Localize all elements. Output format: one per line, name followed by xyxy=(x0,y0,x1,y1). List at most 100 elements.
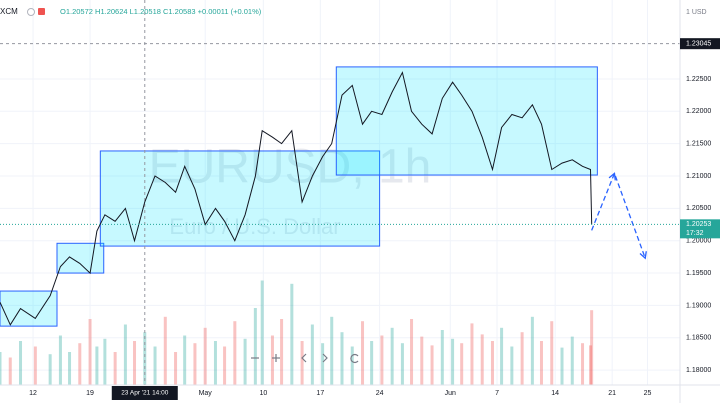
currency: 1 USD xyxy=(686,9,707,16)
volume-bar xyxy=(460,343,464,385)
range-box xyxy=(56,242,105,274)
x-tick-label: 7 xyxy=(495,390,499,397)
volume-bar xyxy=(243,338,247,385)
range-box xyxy=(0,290,58,327)
x-tick-label: 24 xyxy=(376,390,384,397)
volume-bar xyxy=(143,332,147,385)
status-icon xyxy=(38,8,45,15)
watermark-title: EURUSD, 1h xyxy=(149,141,432,194)
volume-bar xyxy=(420,336,424,385)
grid xyxy=(0,0,680,385)
volume-bar xyxy=(300,341,304,385)
volume-bar xyxy=(174,352,178,385)
volume-bar xyxy=(260,280,264,385)
volume-bar xyxy=(490,341,494,385)
volume-bar xyxy=(590,310,594,385)
volume-bar xyxy=(153,346,157,385)
volume-bar xyxy=(163,316,167,385)
scroll-left[interactable] xyxy=(301,353,307,363)
volume-bar xyxy=(550,321,554,385)
volume-bar xyxy=(361,321,365,385)
forecast-arrow xyxy=(591,171,646,259)
volume-bar xyxy=(103,338,107,385)
symbol: XCM xyxy=(0,7,18,16)
x-tick-label: 17 xyxy=(316,390,324,397)
volume-bar xyxy=(223,346,227,385)
ohlc: O1.20572 H1.20624 L1.20518 C1.20583 +0.0… xyxy=(60,7,262,16)
volume-bar xyxy=(310,324,314,385)
x-tick-label: 19 xyxy=(86,390,94,397)
volume-bar xyxy=(19,341,23,385)
x-tick-label: 25 xyxy=(644,390,652,397)
plot xyxy=(0,0,680,385)
volume-bar xyxy=(8,357,12,385)
y-tick-label: 1.20000 xyxy=(686,238,711,245)
volume-bar xyxy=(560,347,564,385)
volume-bar xyxy=(233,321,237,385)
toolbar[interactable] xyxy=(251,353,359,364)
x-tick-label: Jun xyxy=(445,390,456,397)
volume-bar xyxy=(410,319,414,385)
volume-bar xyxy=(88,319,92,385)
y-tick-label: 1.21500 xyxy=(686,140,711,147)
volume-bar xyxy=(589,345,593,385)
x-tick-label: 12 xyxy=(29,390,37,397)
volume-bar xyxy=(123,324,127,385)
reference-label: 1.23045 xyxy=(686,41,711,48)
volume-bar xyxy=(530,316,534,385)
range-box xyxy=(99,150,381,247)
volume-bar xyxy=(470,323,474,385)
volume-bar xyxy=(380,335,384,385)
reset[interactable] xyxy=(350,353,359,364)
axes: 1.18000 1.18500 1.19000 1.19500 1.20000 1.205… xyxy=(29,38,720,400)
arrow-head xyxy=(608,172,616,181)
arrow-head xyxy=(639,251,647,260)
x-tick-label: May xyxy=(199,390,213,397)
volume-bar xyxy=(510,346,514,385)
watermark-subtitle: Euro / U.S. Dollar xyxy=(169,214,340,239)
x-tick-label: 10 xyxy=(259,390,267,397)
crosshair-label: 23 Apr '21 14:00 xyxy=(121,390,169,397)
last-price-badge xyxy=(680,219,720,239)
countdown: 17:32 xyxy=(686,230,704,237)
y-tick-label: 1.18500 xyxy=(686,335,711,342)
y-tick-label: 1.22000 xyxy=(686,108,711,115)
y-tick-label: 1.21000 xyxy=(686,173,711,180)
y-tick-label: 1.22500 xyxy=(686,76,711,83)
y-tick-label: 1.18000 xyxy=(686,367,711,374)
volume-bar xyxy=(33,346,37,385)
last-price-label: 1.20253 xyxy=(686,221,711,228)
y-tick-label: 1.19500 xyxy=(686,270,711,277)
scroll-right[interactable] xyxy=(322,353,328,363)
x-tick-label: 21 xyxy=(608,390,616,397)
price-line xyxy=(0,71,593,326)
volume-bar xyxy=(581,343,585,385)
volume-bar xyxy=(330,316,334,385)
volume-bar xyxy=(500,327,504,385)
volume-bar xyxy=(280,319,284,385)
range-box xyxy=(335,66,598,176)
volume-bar xyxy=(0,352,2,385)
volume-bar xyxy=(113,352,117,385)
volume-bar xyxy=(58,335,62,385)
x-tick-label: 14 xyxy=(551,390,559,397)
crosshair-badge xyxy=(111,386,178,400)
volume-bar xyxy=(520,332,524,385)
volume-bar xyxy=(451,338,455,385)
y-tick-label: 1.20500 xyxy=(686,205,711,212)
volume-bar xyxy=(253,308,257,385)
volume-bar xyxy=(440,330,444,385)
volume-bar xyxy=(203,327,207,385)
status-icon xyxy=(27,8,35,16)
reference-badge xyxy=(680,38,720,50)
volume-bar xyxy=(340,332,344,385)
volume-bar xyxy=(193,343,197,385)
volume-bar xyxy=(95,346,99,385)
volume-bar xyxy=(78,343,82,385)
volume-bar xyxy=(400,343,404,385)
volume-bar xyxy=(270,335,274,385)
volume-bar xyxy=(430,345,434,385)
volume-bar xyxy=(370,341,374,385)
volume-bar xyxy=(570,336,574,385)
